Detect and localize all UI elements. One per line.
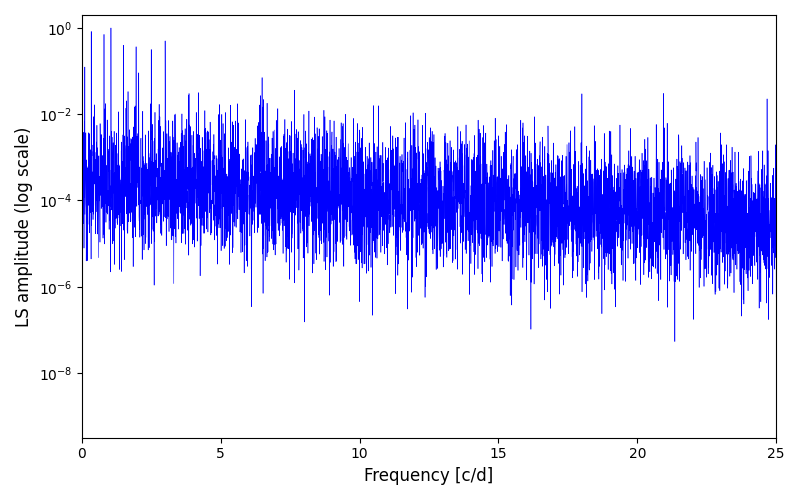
X-axis label: Frequency [c/d]: Frequency [c/d] — [364, 467, 494, 485]
Y-axis label: LS amplitude (log scale): LS amplitude (log scale) — [15, 126, 33, 326]
